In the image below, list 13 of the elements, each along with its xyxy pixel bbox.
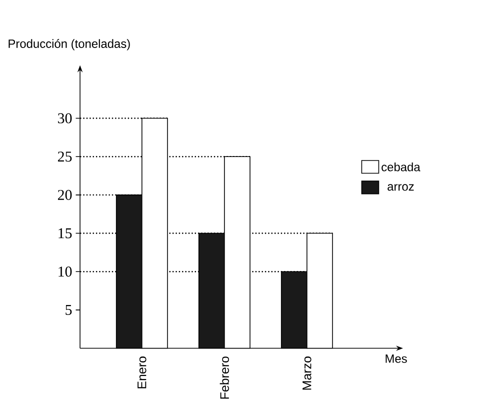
x-tick-label: Febrero: [220, 356, 230, 399]
y-tick-label: 25: [58, 152, 72, 162]
x-tick-label: Enero: [138, 356, 146, 388]
y-axis-title: Producción (toneladas): [8, 39, 130, 50]
x-axis-title: Mes: [386, 354, 407, 363]
legend-label: cebada: [382, 162, 420, 172]
y-tick-label: 10: [58, 266, 72, 277]
x-tick-label: Marzo: [302, 356, 312, 390]
y-tick-label: 30: [58, 113, 72, 124]
y-tick-label: 15: [58, 228, 72, 238]
y-tick-label: 20: [58, 190, 72, 200]
y-tick-label: 5: [66, 304, 72, 315]
legend-label: arroz: [388, 184, 414, 191]
